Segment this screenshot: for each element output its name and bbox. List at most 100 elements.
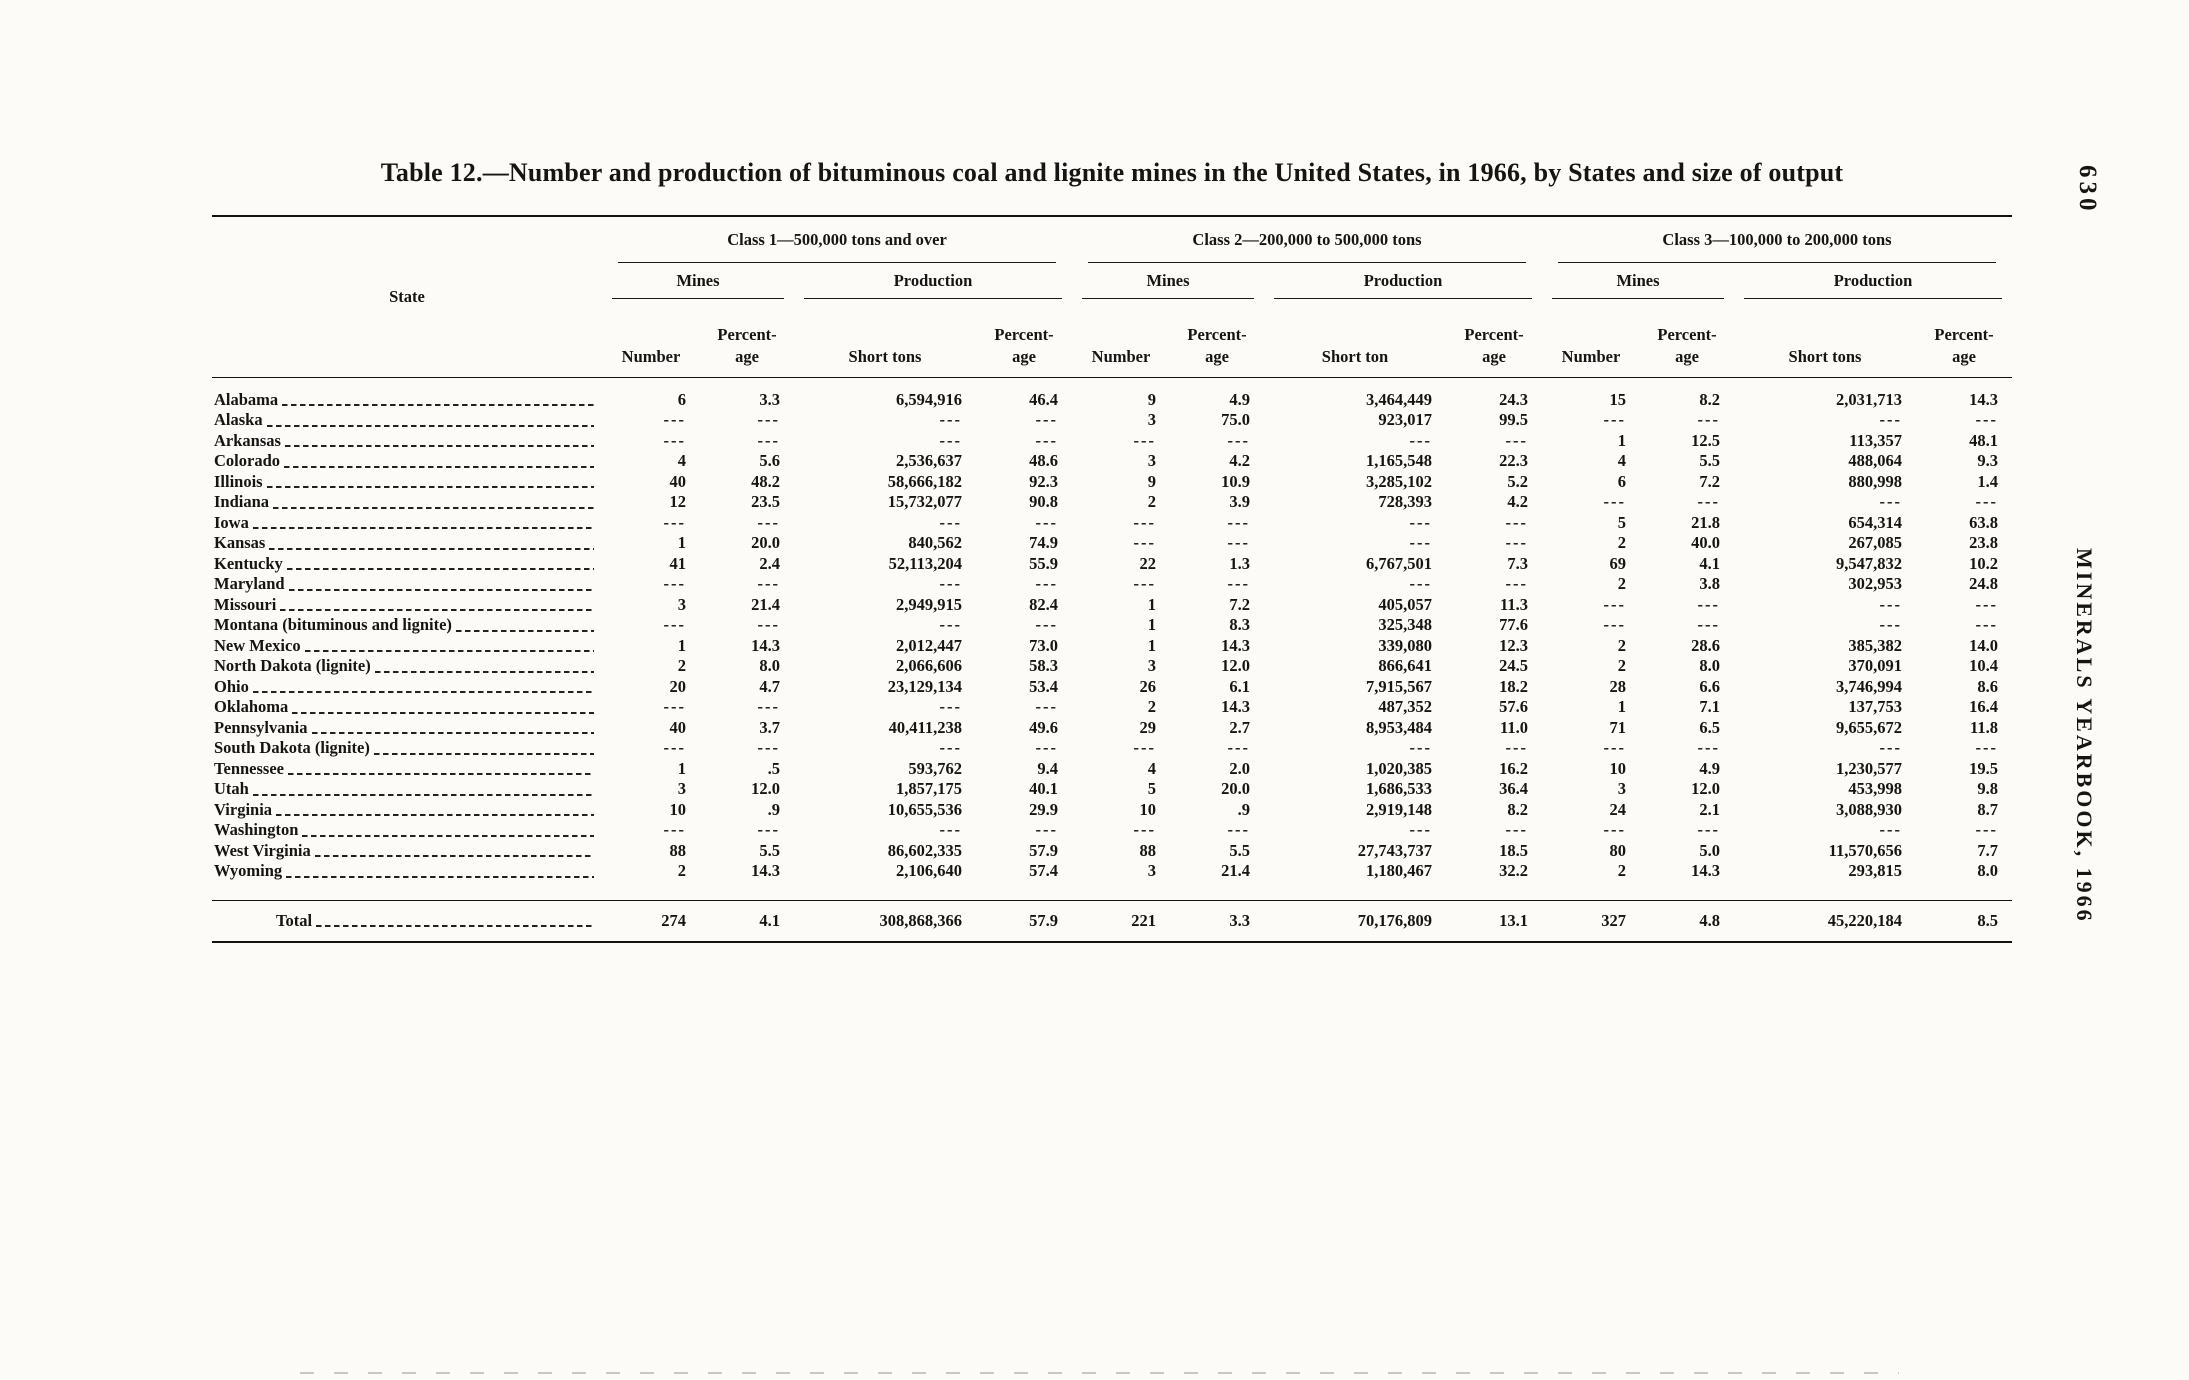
value-cell: 5.5 — [759, 840, 780, 860]
value-cell: 57.4 — [1029, 861, 1058, 880]
value-cell: 1,857,175 — [896, 779, 962, 798]
state-name: Alabama — [214, 389, 279, 409]
value-cell: 58.3 — [1029, 656, 1058, 675]
total-value-cell: 3.3 — [1170, 899, 1264, 943]
col-header-number: Number — [1542, 299, 1640, 378]
state-name: South Dakota (lignite) — [214, 738, 370, 757]
value-cell: 2.4 — [759, 553, 780, 573]
total-value-cell: 221 — [1072, 899, 1170, 943]
value-cell: 1,230,577 — [1836, 758, 1902, 778]
value-cell: --- — [1697, 615, 1720, 634]
value-cell: 63.8 — [1969, 512, 1998, 532]
value-cell: 8,953,484 — [1366, 717, 1432, 737]
value-cell: 3 — [1147, 410, 1156, 429]
value-cell: 88 — [1139, 840, 1157, 860]
value-cell: --- — [1879, 594, 1902, 614]
value-cell: 3,285,102 — [1366, 471, 1432, 491]
table-row: Missouri 3 21.4 2,949,915 82.4 1 7.2 405,057 11.… — [212, 595, 2012, 616]
value-cell: 14.3 — [1221, 697, 1250, 716]
total-value-cell: 274 — [602, 899, 700, 943]
value-cell: 10.4 — [1969, 656, 1998, 675]
value-cell: --- — [1133, 820, 1156, 839]
value-cell: --- — [1505, 512, 1528, 532]
table-row: West Virginia 88 5.5 86,602,335 57.9 88 5.5 27,… — [212, 841, 2012, 862]
value-cell: 880,998 — [1848, 471, 1902, 491]
value-cell: 8.2 — [1507, 799, 1528, 819]
state-cell: Washington — [212, 820, 602, 841]
value-cell: 1,686,533 — [1366, 779, 1432, 798]
value-cell: --- — [757, 574, 780, 593]
value-cell: --- — [1697, 410, 1720, 429]
value-cell: 3.7 — [759, 717, 780, 737]
value-cell: --- — [757, 615, 780, 634]
state-name: Missouri — [214, 594, 277, 614]
value-cell: --- — [1975, 594, 1998, 614]
value-cell: 7.2 — [1229, 594, 1250, 614]
state-cell: Indiana — [212, 492, 602, 513]
value-cell: 339,080 — [1378, 635, 1432, 655]
value-cell: --- — [1133, 430, 1156, 450]
value-cell: 2 — [1617, 574, 1626, 593]
state-name: Ohio — [214, 676, 249, 696]
value-cell: 14.3 — [751, 635, 780, 655]
leader-dashes — [282, 400, 594, 406]
state-cell: Pennsylvania — [212, 718, 602, 739]
value-cell: --- — [757, 430, 780, 450]
value-cell: 48.2 — [751, 471, 780, 491]
value-cell: 9 — [1147, 389, 1156, 409]
state-name: Virginia — [214, 799, 273, 819]
running-title: MINERALS YEARBOOK, 1966 — [2072, 548, 2097, 924]
value-cell: 11.0 — [1500, 717, 1528, 737]
value-cell: 27,743,737 — [1357, 840, 1432, 860]
table-row: Alabama 6 3.3 6,594,916 46.4 9 4.9 3,464,449 24.… — [212, 377, 2012, 410]
value-cell: 2 — [1617, 533, 1626, 552]
value-cell: 2.0 — [1229, 758, 1250, 778]
class2-header: Class 2—200,000 to 500,000 tons — [1072, 216, 1542, 263]
value-cell: 24.8 — [1969, 574, 1998, 593]
state-name: Iowa — [214, 512, 249, 532]
state-name: Kansas — [214, 533, 266, 552]
value-cell: 40.1 — [1029, 779, 1058, 798]
value-cell: --- — [1879, 410, 1902, 429]
value-cell: 16.2 — [1499, 758, 1528, 778]
value-cell: 53.4 — [1029, 676, 1058, 696]
value-cell: 57.9 — [1029, 840, 1058, 860]
value-cell: 2 — [1617, 635, 1626, 655]
value-cell: --- — [1603, 410, 1626, 429]
col-header-short-tons: Short ton — [1264, 299, 1446, 378]
state-cell: Kansas — [212, 533, 602, 554]
total-label-cell: Total — [212, 899, 602, 943]
value-cell: 113,357 — [1849, 430, 1902, 450]
state-cell: Maryland — [212, 574, 602, 595]
value-cell: --- — [663, 820, 686, 839]
value-cell: --- — [1409, 512, 1432, 532]
state-header-label: State — [389, 286, 425, 306]
value-cell: --- — [1879, 738, 1902, 757]
leader-dashes — [316, 921, 594, 927]
value-cell: 137,753 — [1848, 697, 1902, 716]
value-cell: 1 — [1147, 635, 1156, 655]
value-cell: 12.5 — [1691, 430, 1720, 450]
value-cell: 99.5 — [1499, 410, 1528, 429]
value-cell: --- — [1879, 492, 1902, 511]
state-name: Maryland — [214, 574, 285, 593]
state-name: Wyoming — [214, 861, 283, 880]
value-cell: --- — [939, 738, 962, 757]
value-cell: 2 — [1617, 861, 1626, 880]
group-header-row: Mines Production Mines Production Mines … — [212, 263, 2012, 299]
class3-mines-header: Mines — [1542, 263, 1734, 299]
value-cell: --- — [1975, 738, 1998, 757]
value-cell: --- — [1879, 820, 1902, 839]
value-cell: --- — [1133, 738, 1156, 757]
value-cell: 6,594,916 — [896, 389, 962, 409]
column-header-row: Number Percent- age Short tons Percent- … — [212, 299, 2012, 378]
state-cell: Oklahoma — [212, 697, 602, 718]
value-cell: 2 — [1147, 697, 1156, 716]
state-cell: Utah — [212, 779, 602, 800]
value-cell: 15 — [1609, 389, 1627, 409]
value-cell: 12.0 — [1691, 779, 1720, 798]
total-value-cell: 57.9 — [976, 899, 1072, 943]
value-cell: 40 — [669, 471, 687, 491]
coal-mines-table: State Class 1—500,000 tons and over Clas… — [212, 215, 2012, 943]
value-cell: --- — [663, 574, 686, 593]
